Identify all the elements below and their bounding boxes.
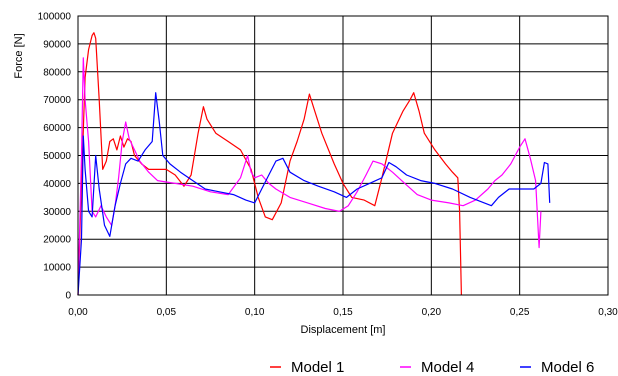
- x-tick-label: 0,10: [245, 307, 265, 318]
- y-tick-label: 30000: [43, 207, 71, 218]
- y-tick-label: 70000: [43, 95, 71, 106]
- x-tick-label: 0,15: [333, 307, 353, 318]
- series-line-model-1: [77, 32, 462, 296]
- legend-label: Model 1: [291, 359, 344, 376]
- y-tick-label: 100000: [38, 12, 72, 23]
- x-tick-label: 0,25: [510, 307, 530, 318]
- x-tick-label: 0,20: [422, 307, 442, 318]
- x-tick-label: 0,05: [157, 307, 177, 318]
- y-tick-label: 40000: [43, 179, 71, 190]
- y-tick-label: 50000: [43, 151, 71, 162]
- legend: Model 1 Model 4 Model 6: [270, 359, 594, 376]
- x-axis-tick-labels: 0,00 0,05 0,10 0,15 0,20 0,25 0,30: [68, 307, 618, 318]
- legend-label: Model 6: [541, 359, 594, 376]
- series-layer: [77, 32, 551, 296]
- y-tick-label: 0: [65, 291, 71, 302]
- x-axis-title: Displacement [m]: [301, 324, 386, 336]
- y-axis-tick-labels: 0 10000 20000 30000 40000 50000 60000 70000 8000…: [38, 12, 72, 302]
- y-tick-label: 20000: [43, 235, 71, 246]
- y-axis-title: Force [N]: [13, 33, 25, 78]
- legend-label: Model 4: [421, 359, 474, 376]
- plot-border: [77, 15, 609, 296]
- x-tick-label: 0,30: [598, 307, 618, 318]
- x-tick-label: 0,00: [68, 307, 88, 318]
- series-line-model-3: [77, 92, 551, 296]
- y-tick-label: 60000: [43, 123, 71, 134]
- y-tick-label: 10000: [43, 263, 71, 274]
- y-tick-label: 90000: [43, 39, 71, 50]
- y-tick-label: 80000: [43, 67, 71, 78]
